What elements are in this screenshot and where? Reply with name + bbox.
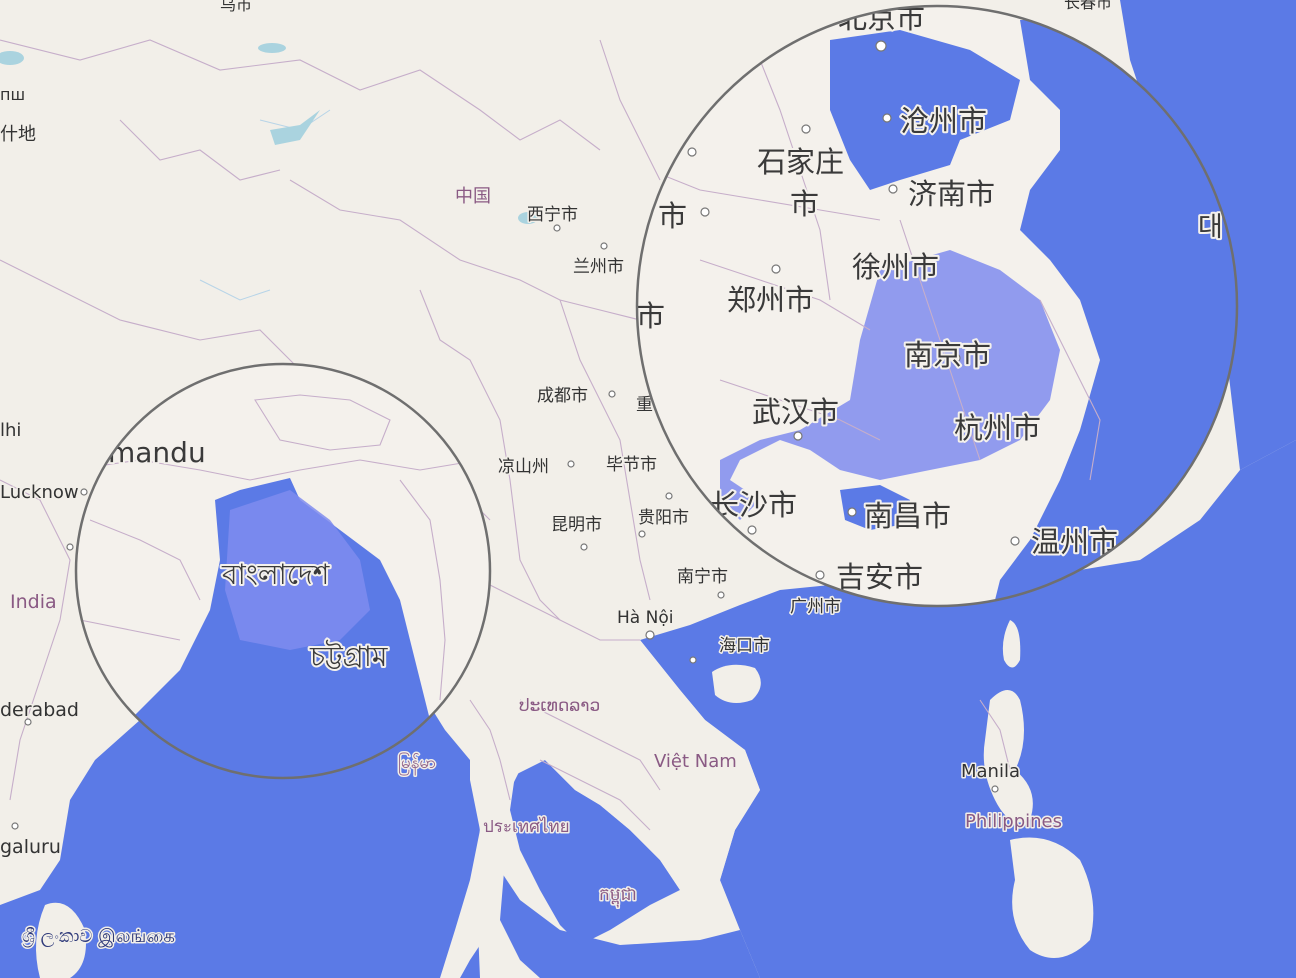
lens-right-city-markers [687,40,1020,580]
lens-label-shijiazhuang-1: 石家庄 [757,145,844,179]
label-hyderabad: derabad [0,699,79,721]
sri-lanka-island [36,902,86,978]
label-myanmar: မြန်မာ [398,751,436,776]
lens-label-bangladesh: বাংলাদেশ [221,558,330,591]
label-manila: Manila [961,761,1020,782]
label-kunming: 昆明市 [551,515,602,535]
lens-label-hangzhou: 杭州市 [954,411,1041,445]
label-chongqing: 重 [636,395,653,415]
lens-right-sea [990,20,1237,606]
taiwan-island [1002,620,1021,668]
magnifier-lens-left[interactable]: mandu বাংলাদেশ চট্টগ্রাম Pr [56,360,500,790]
label-india: India [10,591,57,613]
lens-label-korea: 대 [1198,212,1223,243]
hainan-island [712,664,761,704]
malay-peninsula [478,815,540,978]
lens-label-xuzhou: 徐州市 [852,250,939,284]
label-philippines: Philippines [965,811,1062,832]
lens-label-shijiazhuang-2: 市 [790,187,819,221]
lens-left-ring [74,362,492,780]
label-cambodia: កម្ពុជា [599,885,637,908]
administrative-borders [0,39,1011,831]
lens-label-xian: 市 [636,299,665,333]
lens-right-north-plain [830,30,1020,190]
label-laos: ປະເທດລາວ [519,696,600,716]
lens-left-delta [225,490,370,650]
label-srilanka: ශ්‍රී ලංකාව இலங்கை [22,926,175,947]
label-lanzhou: 兰州市 [573,257,624,277]
city-markers [11,224,999,830]
lens-label-jinan: 济南市 [908,177,995,211]
lens-label-jian: 吉安市 [836,560,923,594]
gulf-of-thailand-flood [510,760,680,945]
label-liangshan: 凉山州 [498,457,549,477]
south-china-sea-flood [640,440,1296,978]
label-top-left: 乌市 [220,0,252,14]
label-china: 中国 [455,186,491,207]
label-chengdu: 成都市 [537,386,588,406]
lens-label-zhengzhou: 郑州市 [727,283,814,317]
lens-label-kathmandu: mandu [108,436,206,469]
label-left-edge: пш [0,85,25,104]
rivers-lakes [0,43,538,301]
label-hanoi: Hà Nội [617,608,673,628]
lens-label-taiyuan: 市 [658,199,687,233]
label-nanning: 南宁市 [677,567,728,587]
lens-label-cangzhou: 沧州市 [900,104,987,138]
lens-right-ring [635,4,1239,608]
label-bengaluru: galuru [0,836,61,858]
label-guiyang: 贵阳市 [638,508,689,528]
lens-right-yangtze [720,250,1060,520]
label-delhi: lhi [0,420,21,441]
label-bijie: 毕节市 [606,455,657,475]
label-thailand: ประเทศไทย [483,816,570,837]
magnifier-lens-right[interactable]: 北京市 沧州市 石家庄 市 济南市 市 徐州市 郑州市 市 南京市 武汉市 杭州… [630,0,1250,620]
lens-label-wuhan: 武汉市 [752,395,839,429]
label-guangzhou: 广州市 [790,597,841,617]
indochina-peninsula [440,640,760,978]
label-kashgar: 什地 [0,124,36,145]
mindanao-visayas [1010,837,1094,958]
lens-label-nanchang: 南昌市 [864,499,951,533]
label-xining: 西宁市 [527,205,578,225]
label-vietnam: Việt Nam [654,751,737,772]
base-labels: 乌市 长春市 пш 什地 中国 西宁市 兰州市 成都市 重 凉山州 毕节市 昆明… [0,0,1114,949]
label-haikou: 海口市 [719,636,770,656]
lens-right-poyang [840,485,910,530]
label-lucknow: Lucknow [0,482,79,503]
lens-label-nanjing: 南京市 [904,338,991,372]
lens-label-chittagong: চট্টগ্রাম [309,640,388,673]
label-top-right: 长春市 [1064,0,1112,12]
